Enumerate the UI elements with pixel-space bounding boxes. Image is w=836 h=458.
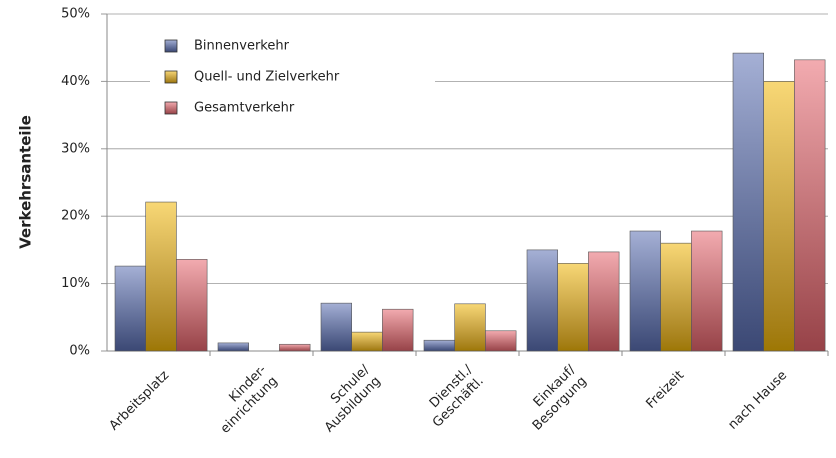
bar: [423, 339, 456, 352]
y-tick-label: 20%: [61, 209, 90, 224]
bar: [351, 331, 383, 352]
bar: [114, 265, 147, 352]
bar: [691, 230, 723, 352]
y-tick-label: 50%: [61, 7, 90, 22]
bar: [794, 59, 826, 352]
bar: [660, 242, 692, 352]
x-tick-label: Einkauf/Besorgung: [518, 362, 590, 434]
x-tick-label: Schule/Ausbildung: [310, 362, 384, 436]
y-tick-label: 10%: [61, 276, 90, 291]
x-tick-label: Arbeitsplatz: [106, 368, 172, 434]
bar: [588, 251, 620, 352]
x-tick-label: Freizeit: [643, 368, 687, 412]
bar: [454, 303, 486, 352]
y-tick-label: 40%: [61, 74, 90, 89]
legend-swatch: [164, 39, 178, 53]
bar: [526, 249, 559, 352]
y-tick-label: 0%: [69, 344, 90, 359]
legend-label: Binnenverkehr: [194, 39, 290, 54]
y-tick-label: 30%: [61, 141, 90, 156]
bar: [557, 263, 589, 352]
bar: [176, 259, 208, 352]
bar: [485, 330, 517, 352]
legend-swatch: [164, 101, 178, 115]
legend-label: Quell- und Zielverkehr: [194, 70, 340, 85]
y-axis-label: Verkehrsanteile: [17, 115, 35, 249]
x-tick-label: nach Hause: [725, 368, 790, 433]
x-tick-label: Dienstl./Geschäftl.: [418, 362, 487, 431]
bar: [763, 81, 795, 352]
legend-swatch: [164, 70, 178, 84]
bar: [732, 52, 765, 352]
bar: [629, 230, 662, 352]
bar: [217, 342, 250, 352]
bar: [382, 308, 414, 352]
bar: [145, 201, 177, 352]
x-tick-label: Kinder-einrichtung: [206, 362, 280, 436]
legend-box: [150, 28, 435, 128]
bar: [320, 302, 353, 352]
bar: [279, 343, 311, 352]
legend-label: Gesamtverkehr: [194, 101, 295, 116]
